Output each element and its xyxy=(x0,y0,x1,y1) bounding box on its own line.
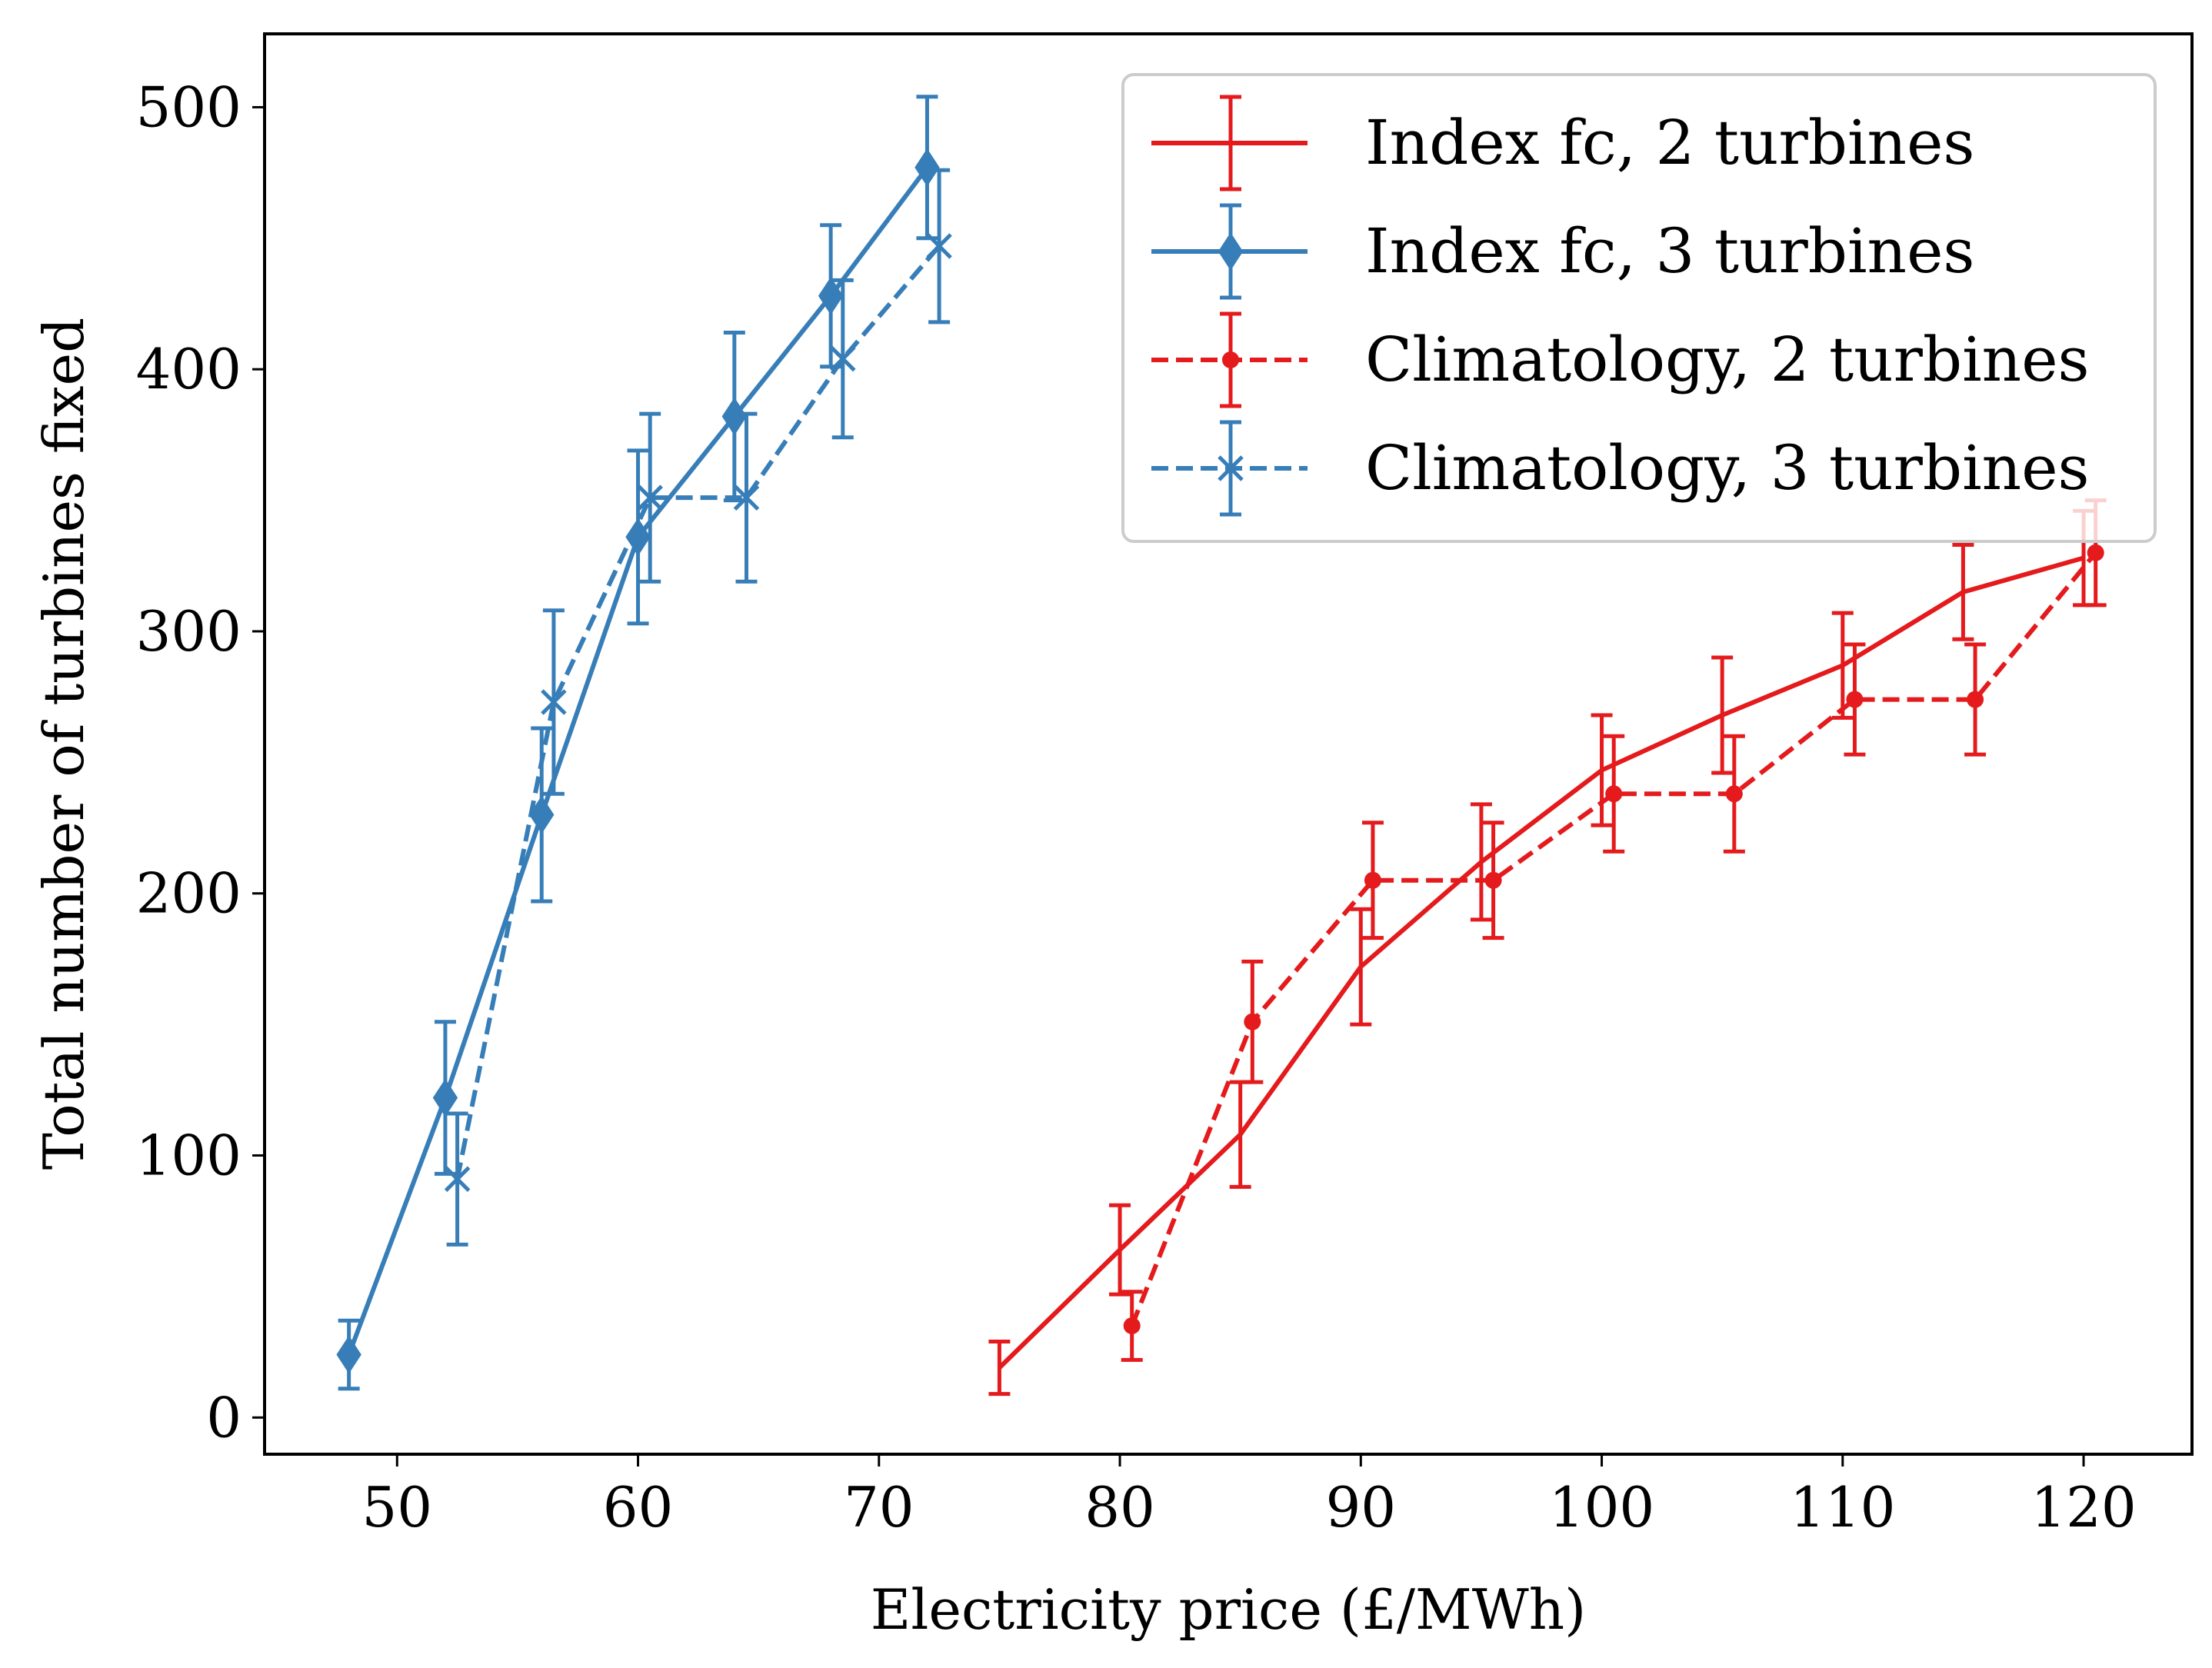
marker-stroke xyxy=(733,484,760,511)
plot-frame xyxy=(263,32,2194,1456)
legend-marker xyxy=(1218,232,1244,271)
series-index-fc-2-turbines xyxy=(988,508,2095,1397)
x-tick-label: 60 xyxy=(603,1475,674,1540)
data-point xyxy=(1123,1317,1141,1335)
data-point xyxy=(1605,785,1623,803)
legend-label: Climatology, 2 turbines xyxy=(1365,324,2090,395)
error-bar xyxy=(988,1339,1011,1397)
data-point xyxy=(1967,691,1984,708)
series-climatology-3-turbines xyxy=(444,168,952,1247)
error-bar xyxy=(1591,713,1613,827)
x-tick-label: 120 xyxy=(2030,1475,2136,1540)
x-tick-label: 110 xyxy=(1790,1475,1895,1540)
series-line xyxy=(1129,551,2098,1327)
marker-stroke xyxy=(830,345,856,372)
y-tick-label: 500 xyxy=(136,75,242,139)
data-point xyxy=(926,233,952,259)
legend-label: Index fc, 2 turbines xyxy=(1365,107,1974,178)
data-point xyxy=(336,1335,361,1374)
x-tick-label: 90 xyxy=(1325,1475,1396,1540)
data-point xyxy=(1846,691,1864,708)
marker-stroke xyxy=(1218,455,1244,481)
data-point xyxy=(432,1078,458,1117)
data-point xyxy=(637,484,663,511)
legend-label: Index fc, 3 turbines xyxy=(1365,215,1974,287)
x-axis-label: Electricity price (£/MWh) xyxy=(871,1577,1586,1642)
data-point xyxy=(444,1166,471,1192)
error-bar xyxy=(1952,543,1974,641)
legend: Index fc, 2 turbines Index fc, 3 turbines… xyxy=(1121,73,2157,543)
legend-item: Climatology, 2 turbines xyxy=(1151,311,2090,408)
x-tick-label: 100 xyxy=(1549,1475,1654,1540)
error-bar xyxy=(1109,1203,1131,1297)
data-point xyxy=(1484,871,1502,889)
marker-stroke xyxy=(541,689,567,715)
y-axis-label: Total number of turbines fixed xyxy=(32,318,96,1170)
x-tick-label: 80 xyxy=(1084,1475,1155,1540)
data-point xyxy=(1244,1013,1261,1030)
x-axis: 50 60 70 80 90 100 110 120 xyxy=(361,1454,2137,1540)
x-tick-label: 50 xyxy=(361,1475,432,1540)
legend-item: Index fc, 2 turbines xyxy=(1151,95,1974,191)
y-tick-label: 200 xyxy=(136,861,242,926)
data-point xyxy=(1364,871,1381,889)
y-tick-label: 0 xyxy=(206,1385,242,1450)
error-bar xyxy=(1831,611,1854,720)
legend-label: Climatology, 3 turbines xyxy=(1365,432,2090,504)
error-bar xyxy=(1470,802,1492,922)
error-bar xyxy=(1711,655,1734,775)
marker-stroke xyxy=(637,484,663,511)
data-point xyxy=(541,689,567,715)
y-tick-label: 400 xyxy=(136,337,242,401)
legend-marker xyxy=(1222,351,1239,368)
data-point xyxy=(818,276,844,315)
marker-stroke xyxy=(926,233,952,259)
legend-item: Index fc, 3 turbines xyxy=(1151,203,1974,300)
series-line xyxy=(455,245,941,1180)
y-tick-label: 100 xyxy=(136,1124,242,1188)
legend-frame xyxy=(1121,73,2157,543)
y-axis: 0 100 200 300 400 500 xyxy=(136,75,265,1450)
data-point xyxy=(733,484,760,511)
series-index-fc-3-turbines xyxy=(336,95,940,1391)
data-point xyxy=(721,397,748,436)
legend-item: Climatology, 3 turbines xyxy=(1151,420,2090,517)
y-tick-label: 300 xyxy=(136,599,242,664)
error-bar xyxy=(1350,907,1372,1027)
x-tick-label: 70 xyxy=(844,1475,914,1540)
plot-series xyxy=(336,95,2107,1397)
data-point xyxy=(914,148,940,187)
marker-stroke xyxy=(444,1166,471,1192)
data-point xyxy=(1725,785,1743,803)
data-point xyxy=(2087,544,2104,561)
series-line xyxy=(998,555,2084,1370)
data-point xyxy=(625,518,651,557)
data-point xyxy=(830,345,856,372)
legend-marker xyxy=(1218,455,1244,481)
